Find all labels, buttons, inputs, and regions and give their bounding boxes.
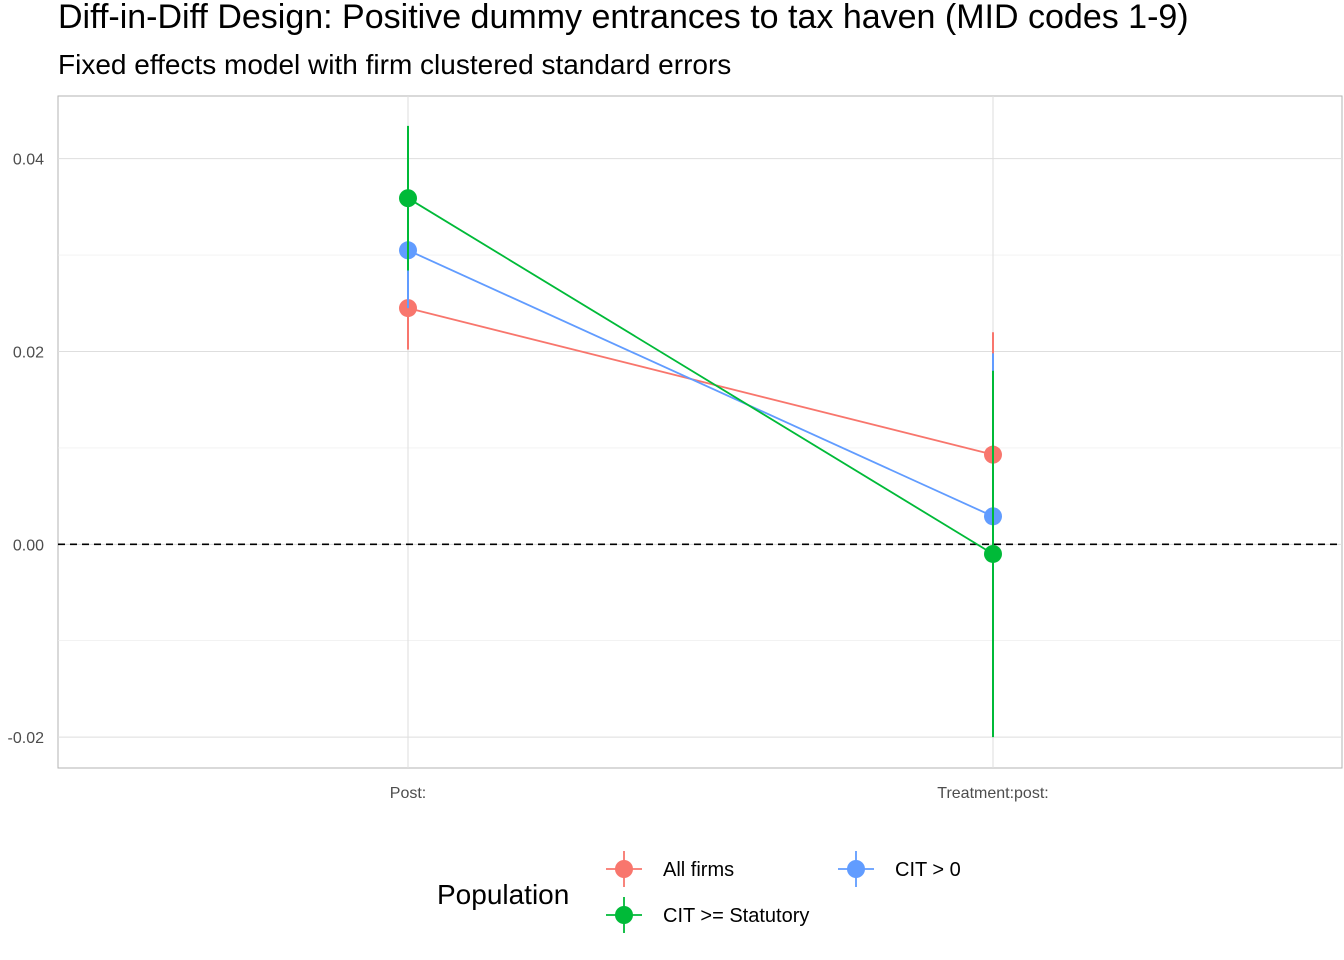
plot-panel <box>57 95 1343 769</box>
legend-key-point <box>615 906 633 924</box>
legend-label: CIT > 0 <box>895 859 961 881</box>
chart-title: Diff-in-Diff Design: Positive dummy entr… <box>58 0 1189 36</box>
legend-title: Population <box>437 879 569 910</box>
y-tick-label: 0.04 <box>13 152 44 169</box>
legend-label: CIT >= Statutory <box>663 905 809 927</box>
series-line <box>407 197 994 555</box>
x-tick-label: Post: <box>390 785 426 802</box>
legend-item: CIT > 0 <box>838 851 961 887</box>
data-point <box>399 189 417 208</box>
series-line <box>407 249 994 518</box>
x-axis: Post: Treatment:post: <box>390 785 1049 802</box>
legend: Population All firms CIT > 0 CIT >= Statuto… <box>437 851 961 933</box>
data-point <box>984 544 1002 563</box>
series-2 <box>399 125 1002 738</box>
series-line <box>407 307 994 456</box>
legend-key-point <box>847 860 865 878</box>
y-axis: -0.02 0.00 0.02 0.04 <box>8 152 45 747</box>
legend-key-point <box>615 860 633 878</box>
x-tick-label: Treatment:post: <box>937 785 1048 802</box>
legend-item: All firms <box>606 851 734 887</box>
legend-label: All firms <box>663 859 734 881</box>
y-tick-label: 0.00 <box>13 537 44 554</box>
series-group <box>399 125 1002 738</box>
chart-subtitle: Fixed effects model with firm clustered … <box>58 49 731 80</box>
y-tick-label: -0.02 <box>8 730 45 747</box>
legend-item: CIT >= Statutory <box>606 897 809 933</box>
y-tick-label: 0.02 <box>13 344 44 361</box>
